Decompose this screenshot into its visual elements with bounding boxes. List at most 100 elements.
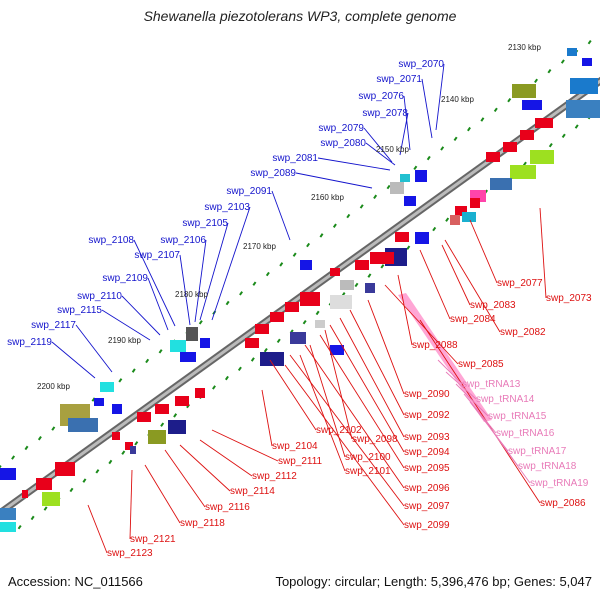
gene-feature xyxy=(170,340,186,352)
bottom-gene-label-leader xyxy=(144,464,181,524)
top-gene-label-leader xyxy=(179,254,191,326)
trna-label: swp_tRNA18 xyxy=(518,461,577,472)
gene-feature xyxy=(330,345,344,355)
gene-feature xyxy=(125,442,133,450)
gene-feature xyxy=(530,150,554,164)
upper-tick-mark xyxy=(453,136,458,142)
lower-tick-mark xyxy=(315,310,320,316)
upper-tick-mark xyxy=(373,194,378,199)
lower-tick-mark xyxy=(367,273,372,278)
bottom-gene-label: swp_2092 xyxy=(404,410,450,421)
upper-tick-mark xyxy=(413,165,418,170)
upper-tick-mark xyxy=(534,78,539,84)
bottom-gene-label-leader xyxy=(304,344,405,489)
lower-tick-mark xyxy=(95,469,100,474)
bottom-gene-label-leader xyxy=(261,389,273,447)
gene-feature xyxy=(155,404,169,414)
gene-feature xyxy=(390,182,404,194)
upper-tick-mark xyxy=(37,436,42,441)
trna-label-leader xyxy=(445,371,477,400)
upper-tick-mark xyxy=(480,117,485,122)
gene-feature xyxy=(535,118,553,128)
bottom-gene-label: swp_2102 xyxy=(316,425,362,436)
bottom-gene-label: swp_2083 xyxy=(470,300,516,311)
gene-feature xyxy=(22,490,28,498)
gene-feature xyxy=(168,420,186,434)
top-gene-label-leader xyxy=(51,341,96,379)
bottom-gene-label: swp_2118 xyxy=(180,518,225,529)
gene-feature xyxy=(570,78,598,94)
top-gene-label: swp_2089 xyxy=(250,168,296,179)
upper-tick-mark xyxy=(145,358,150,364)
trna-label: swp_tRNA13 xyxy=(462,379,521,390)
scale-label: 2160 kbp xyxy=(311,193,344,202)
gene-feature xyxy=(490,178,512,190)
gene-feature xyxy=(566,100,600,118)
scale-label: 2170 kbp xyxy=(243,242,276,251)
bottom-gene-label: swp_2100 xyxy=(345,452,391,463)
bottom-gene-label: swp_2114 xyxy=(230,486,275,497)
lower-tick-mark xyxy=(380,264,385,269)
gene-feature xyxy=(400,174,410,182)
upper-tick-mark xyxy=(493,107,498,113)
bottom-gene-label-leader xyxy=(289,354,405,507)
lower-tick-mark xyxy=(134,441,139,446)
upper-tick-mark xyxy=(131,368,136,373)
lower-tick-mark xyxy=(224,375,229,381)
bottom-gene-label-leader xyxy=(164,449,206,508)
bottom-gene-label-leader xyxy=(211,429,279,462)
top-gene-label-leader xyxy=(295,172,373,189)
bottom-gene-label-leader xyxy=(329,324,405,453)
lower-tick-mark xyxy=(121,450,126,455)
top-gene-label: swp_2080 xyxy=(320,138,366,149)
bottom-gene-label-leader xyxy=(397,274,413,346)
top-gene-label: swp_2117 xyxy=(31,320,76,331)
top-gene-label-leader xyxy=(363,127,393,163)
lower-tick-mark xyxy=(186,403,191,409)
gene-feature xyxy=(180,352,196,362)
label-layer: 2130 kbp 2140 kbp 2150 kbp 2160 kbp 2170 kbp… xyxy=(7,43,592,559)
top-gene-label-leader xyxy=(365,142,396,166)
upper-tick-mark xyxy=(306,242,311,248)
top-gene-label-leader xyxy=(101,309,151,341)
gene-feature xyxy=(112,432,120,440)
bottom-gene-label: swp_2104 xyxy=(272,441,318,452)
top-gene-label: swp_2076 xyxy=(358,91,404,102)
gene-feature xyxy=(503,142,517,152)
bottom-gene-label: swp_2086 xyxy=(540,498,586,509)
scale-label: 2190 kbp xyxy=(108,336,141,345)
upper-tick-mark xyxy=(225,300,230,306)
bottom-gene-label-leader xyxy=(469,219,498,284)
gene-feature xyxy=(470,198,480,208)
trna-label: swp_tRNA19 xyxy=(530,478,589,489)
top-gene-label: swp_2079 xyxy=(318,123,364,134)
gene-feature xyxy=(195,388,205,398)
lower-tick-mark xyxy=(173,413,178,418)
gene-feature xyxy=(510,165,536,179)
scale-label: 2200 kbp xyxy=(37,382,70,391)
lower-tick-mark xyxy=(30,515,35,521)
gene-feature xyxy=(404,196,416,206)
bottom-gene-label-leader xyxy=(349,309,405,416)
top-gene-label-leader xyxy=(403,95,411,151)
top-gene-label-leader xyxy=(194,239,207,323)
top-gene-label: swp_2110 xyxy=(77,291,122,302)
top-gene-label: swp_2078 xyxy=(362,108,408,119)
bottom-gene-label: swp_2093 xyxy=(404,432,450,443)
upper-tick-mark xyxy=(587,40,592,45)
bottom-gene-label-leader xyxy=(199,439,253,477)
bottom-gene-label: swp_2099 xyxy=(404,520,450,531)
top-gene-label-leader xyxy=(75,324,113,373)
gene-feature xyxy=(130,446,136,454)
bottom-gene-label: swp_2116 xyxy=(205,502,250,513)
gene-feature xyxy=(355,260,369,270)
top-gene-label: swp_2108 xyxy=(88,235,134,246)
gene-feature xyxy=(582,58,592,66)
gene-feature xyxy=(100,382,114,392)
gene-feature xyxy=(260,352,284,366)
upper-tick-mark xyxy=(265,271,270,277)
trna-label: swp_tRNA14 xyxy=(476,394,535,405)
bottom-gene-label-leader xyxy=(129,469,133,540)
bottom-gene-label: swp_2121 xyxy=(130,534,176,545)
lower-tick-mark xyxy=(406,245,411,250)
